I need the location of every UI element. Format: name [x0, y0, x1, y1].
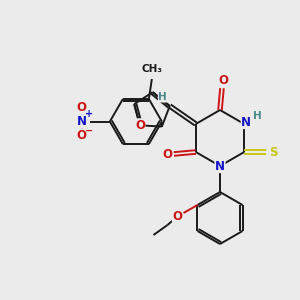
Text: N: N [215, 160, 225, 172]
Text: O: O [77, 129, 87, 142]
Text: O: O [77, 101, 87, 114]
Text: O: O [163, 148, 173, 161]
Text: CH₃: CH₃ [141, 64, 162, 74]
Text: O: O [172, 209, 182, 223]
Text: −: − [85, 125, 93, 136]
Text: +: + [85, 109, 93, 118]
Text: O: O [135, 119, 145, 132]
Text: N: N [241, 116, 251, 128]
Text: S: S [269, 146, 278, 158]
Text: H: H [158, 92, 167, 102]
Text: N: N [77, 115, 87, 128]
Text: H: H [253, 111, 262, 121]
Text: O: O [218, 74, 228, 88]
